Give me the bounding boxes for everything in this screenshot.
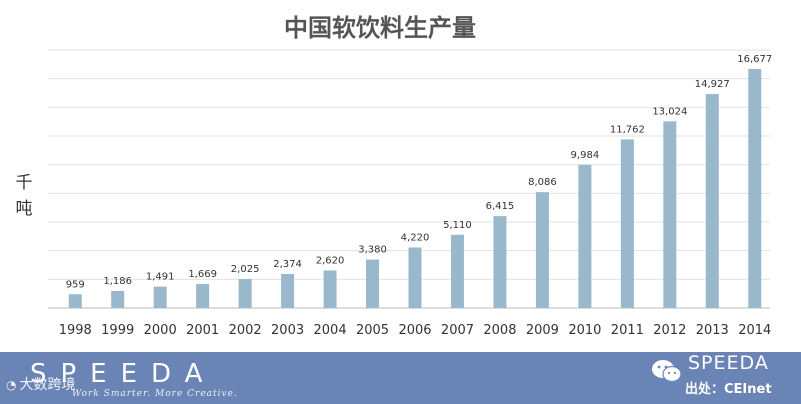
y-axis-label-char: 吨 bbox=[16, 199, 33, 219]
x-tick-label: 2003 bbox=[271, 323, 304, 338]
bar bbox=[620, 139, 634, 308]
source-text: 出处：CEInet bbox=[685, 382, 772, 397]
x-tick-label: 2009 bbox=[526, 323, 559, 338]
value-label: 2,374 bbox=[273, 259, 302, 270]
value-label: 1,186 bbox=[103, 276, 132, 287]
value-label: 9,984 bbox=[571, 150, 600, 161]
bar bbox=[281, 273, 295, 308]
value-label: 5,110 bbox=[443, 220, 472, 231]
y-axis-label: 千吨 bbox=[16, 173, 33, 219]
value-label: 1,669 bbox=[188, 269, 217, 280]
value-label: 14,927 bbox=[695, 79, 730, 90]
x-tick-label: 2008 bbox=[483, 323, 516, 338]
value-label: 13,024 bbox=[652, 106, 687, 117]
value-labels: 959 1,186 1,491 1,669 2,025 2,374 2,620 3,380 4,… bbox=[66, 54, 773, 290]
x-tick-label: 1998 bbox=[59, 323, 92, 338]
bar bbox=[196, 284, 210, 308]
value-label: 16,677 bbox=[737, 54, 772, 65]
x-tick-label: 2012 bbox=[653, 323, 686, 338]
x-tick-label: 1999 bbox=[101, 323, 134, 338]
wechat-icon bbox=[652, 360, 682, 383]
bar bbox=[68, 294, 82, 308]
footer-banner: SPEEDA Work Smarter. More Creative. ◔ 大数跨… bbox=[0, 352, 801, 404]
value-label: 1,491 bbox=[146, 272, 175, 283]
speeda-logo: SPEEDA bbox=[30, 359, 217, 389]
value-label: 8,086 bbox=[528, 177, 557, 188]
x-tick-label: 2007 bbox=[441, 323, 474, 338]
x-tick-label: 2005 bbox=[356, 323, 389, 338]
bar bbox=[705, 94, 719, 309]
value-label: 2,025 bbox=[231, 264, 260, 275]
x-tick-label: 2014 bbox=[738, 323, 771, 338]
bar bbox=[748, 68, 762, 308]
value-label: 959 bbox=[66, 279, 85, 290]
speeda-brand-right: SPEEDA bbox=[688, 352, 769, 374]
value-label: 2,620 bbox=[316, 255, 345, 266]
bar bbox=[493, 216, 507, 308]
bar bbox=[450, 234, 464, 308]
x-tick-label: 2001 bbox=[186, 323, 219, 338]
speeda-tagline: Work Smarter. More Creative. bbox=[72, 389, 238, 399]
x-tick-label: 2013 bbox=[696, 323, 729, 338]
bar bbox=[408, 247, 422, 308]
bar bbox=[111, 291, 125, 308]
value-label: 3,380 bbox=[358, 245, 387, 256]
gridlines bbox=[48, 49, 770, 309]
value-label: 4,220 bbox=[401, 233, 430, 244]
watermark-text: 大数跨境 bbox=[19, 377, 76, 393]
chart-title: 中国软饮料生产量 bbox=[284, 14, 476, 42]
bar bbox=[238, 278, 252, 308]
bar bbox=[366, 259, 380, 308]
bar bbox=[153, 286, 167, 308]
x-tick-label: 2011 bbox=[611, 323, 644, 338]
x-tick-label: 2004 bbox=[314, 323, 347, 338]
bars bbox=[68, 68, 762, 309]
value-label: 11,762 bbox=[610, 124, 645, 135]
y-axis-label-char: 千 bbox=[16, 173, 33, 193]
x-tick-label: 2010 bbox=[568, 323, 601, 338]
bar-chart: 中国软饮料生产量 千吨 959 1,186 1,491 1,669 2,025 2,374… bbox=[16, 14, 773, 338]
x-tick-label: 2006 bbox=[398, 323, 431, 338]
x-axis-tick-labels: 1998 1999 2000 2001 2002 2003 2004 2005 2006 2007… bbox=[59, 323, 772, 338]
x-tick-label: 2002 bbox=[229, 323, 262, 338]
bar bbox=[535, 192, 549, 308]
value-label: 6,415 bbox=[486, 201, 515, 212]
bar bbox=[578, 164, 592, 308]
watermark-icon: ◔ bbox=[6, 378, 17, 392]
bar bbox=[323, 270, 337, 308]
x-tick-label: 2000 bbox=[144, 323, 177, 338]
watermark: ◔ 大数跨境 bbox=[6, 374, 75, 394]
bar bbox=[663, 121, 677, 309]
